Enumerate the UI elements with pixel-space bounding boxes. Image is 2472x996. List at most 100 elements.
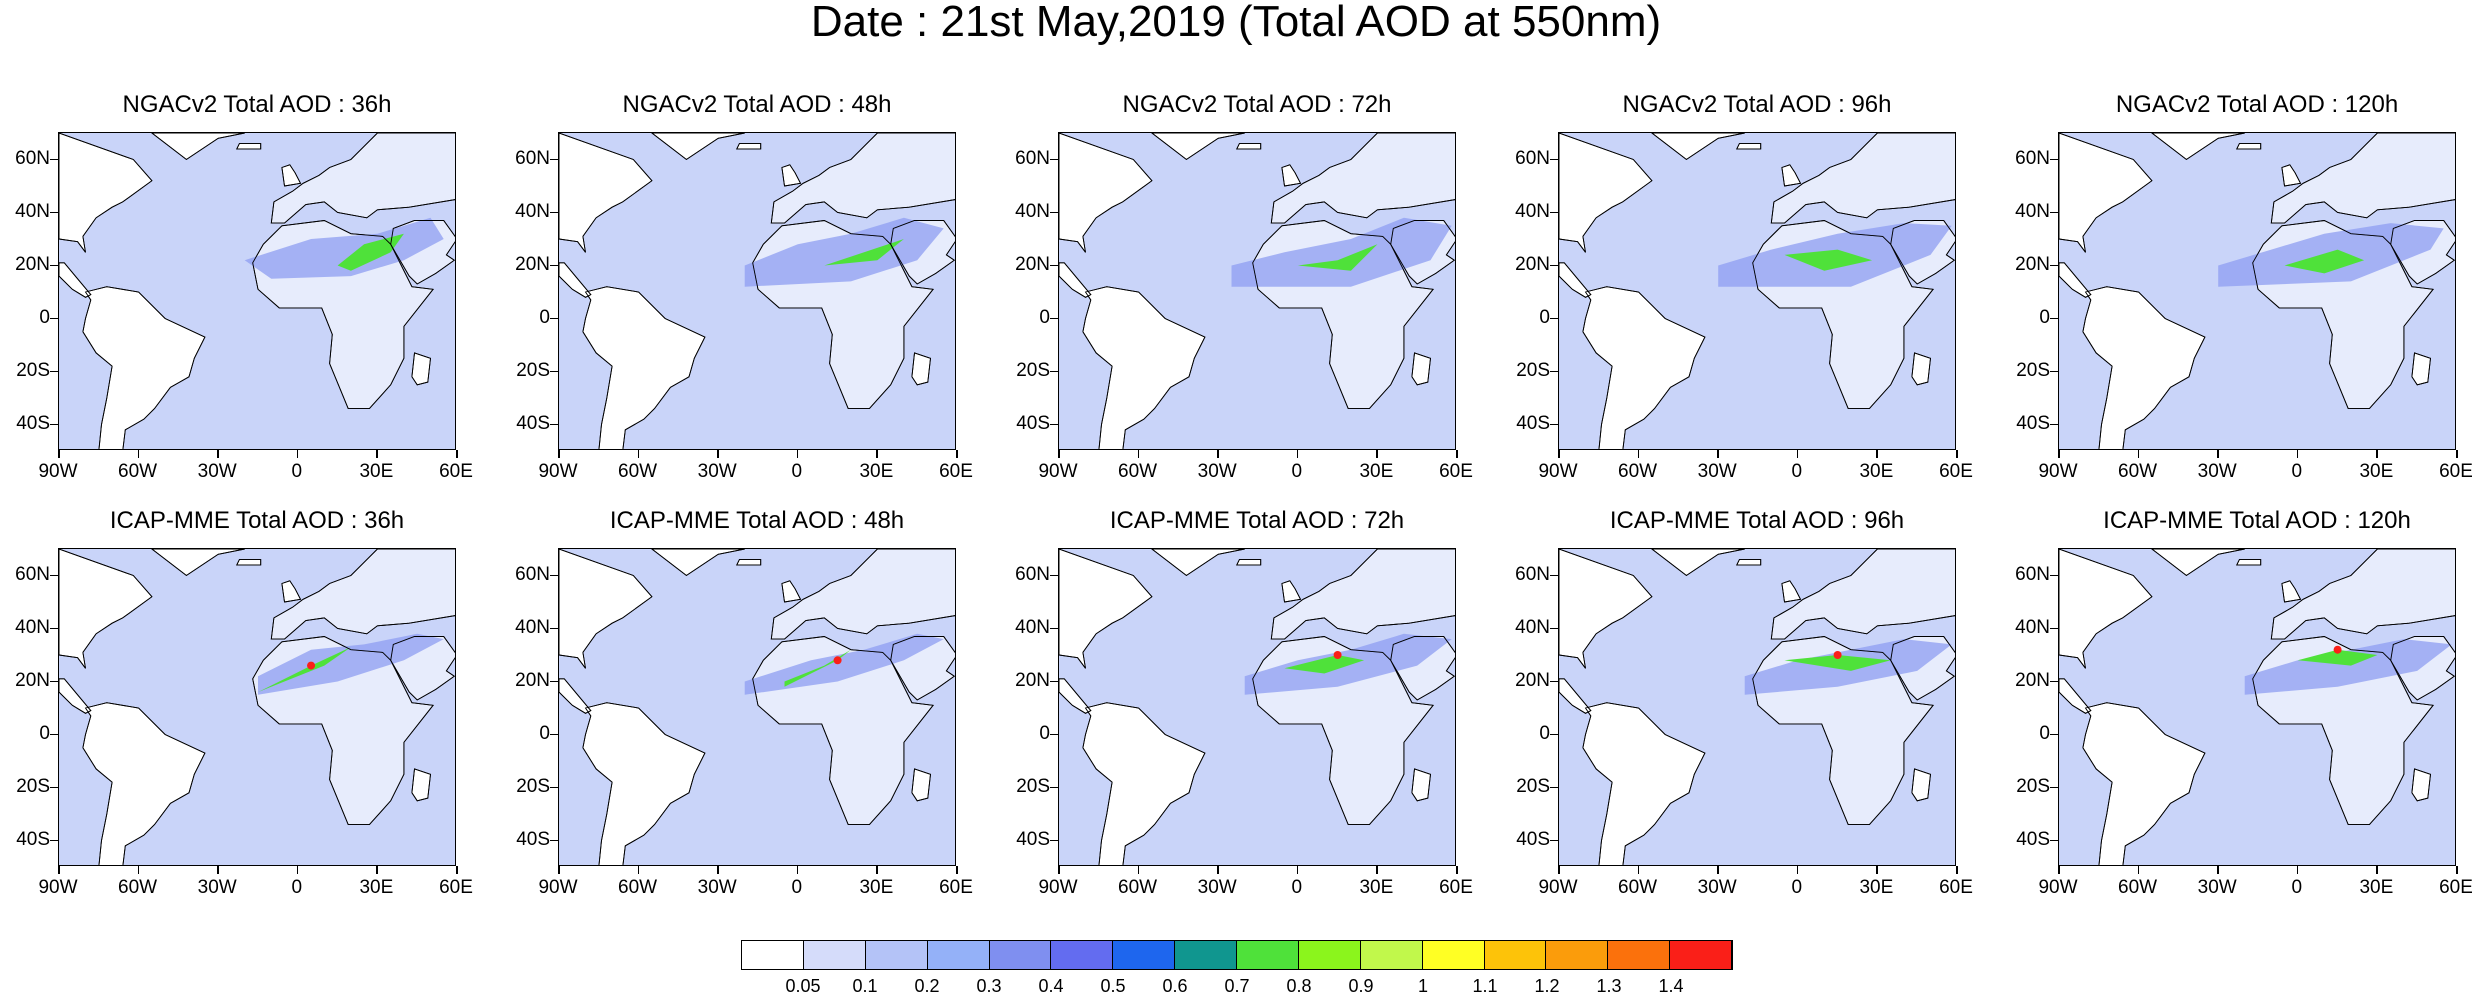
latitude-label: 40N	[1515, 200, 1550, 222]
longitude-tick	[2217, 450, 2219, 458]
latitude-tick	[1550, 158, 1558, 160]
dust-plume	[2244, 639, 2452, 695]
colorbar-box	[1422, 941, 1485, 969]
longitude-tick	[558, 866, 560, 874]
latitude-label: 60N	[2015, 563, 2050, 585]
longitude-tick	[1796, 450, 1799, 458]
aod-field	[1059, 133, 1455, 449]
latitude-label: 60N	[1515, 147, 1550, 169]
coastline	[1582, 702, 1706, 865]
coastline	[1736, 143, 1762, 150]
longitude-label: 30W	[697, 877, 737, 898]
colorbar-box	[803, 941, 866, 969]
coastline	[1770, 133, 1955, 224]
dust-core	[784, 649, 851, 687]
colorbar-label: 0.5	[1100, 976, 1126, 996]
latitude-tick	[550, 317, 558, 319]
aod-map-panel	[58, 548, 456, 866]
latitude-tick	[50, 370, 58, 372]
coastline	[1082, 702, 1206, 865]
coastline	[59, 549, 153, 669]
latitude-tick	[550, 839, 558, 841]
aod-map-panel	[1558, 132, 1956, 450]
latitude-tick	[1550, 317, 1558, 319]
aod-map-panel	[1058, 132, 1456, 450]
colorbar-box	[1051, 941, 1114, 969]
coastline	[1411, 352, 1431, 386]
coastline	[2236, 143, 2262, 150]
longitude-tick	[296, 866, 299, 874]
latitude-tick	[550, 264, 558, 266]
dust-plume	[258, 633, 444, 695]
coastline	[1390, 220, 1455, 285]
coastline	[1582, 286, 1706, 449]
longitude-tick	[1137, 866, 1140, 874]
continent-outline	[1736, 143, 1762, 150]
latitude-tick	[50, 786, 58, 788]
longitude-tick	[2376, 450, 2378, 458]
colorbar-box	[1113, 941, 1176, 969]
longitude-tick	[1717, 450, 1719, 458]
latitude-tick	[2050, 733, 2058, 735]
colorbar-box	[1237, 941, 1299, 969]
longitude-tick	[1637, 450, 1640, 458]
longitude-label: 30W	[197, 461, 237, 482]
latitude-tick	[1050, 627, 1058, 629]
longitude-tick	[2296, 866, 2299, 874]
coastline	[1281, 580, 1302, 603]
latitude-tick	[1550, 680, 1558, 682]
panel-title: NGACv2 Total AOD : 72h	[1122, 91, 1392, 118]
longitude-tick	[2137, 450, 2140, 458]
coastline	[59, 262, 92, 298]
latitude-label: 0	[2039, 306, 2050, 328]
longitude-tick	[1296, 450, 1299, 458]
latitude-label: 20N	[2015, 253, 2050, 275]
longitude-label: 90W	[538, 877, 578, 898]
latitude-label: 20S	[516, 775, 550, 797]
dust-core	[1297, 244, 1378, 271]
latitude-tick	[50, 264, 58, 266]
aod-map-panel	[1058, 548, 1456, 866]
longitude-label: 30E	[2359, 461, 2394, 482]
longitude-tick	[376, 866, 378, 874]
longitude-label: 30E	[1359, 461, 1394, 482]
latitude-label: 20N	[1015, 253, 1050, 275]
coastline	[1252, 636, 1434, 826]
coastline	[2411, 768, 2431, 802]
coastline	[2059, 262, 2092, 298]
coastline	[559, 133, 653, 253]
coastline	[270, 549, 455, 640]
longitude-tick	[717, 450, 719, 458]
longitude-label: 30E	[859, 461, 894, 482]
coastline	[390, 636, 455, 701]
longitude-tick	[1137, 450, 1140, 458]
latitude-label: 20S	[16, 359, 50, 381]
aod-field	[1059, 549, 1455, 865]
coastline	[1270, 549, 1455, 640]
latitude-label: 60N	[515, 147, 550, 169]
continent-outline	[236, 143, 262, 150]
coastline	[1752, 636, 1934, 826]
coastline	[1559, 133, 1653, 253]
latitude-label: 0	[1039, 722, 1050, 744]
colorbar-box	[1298, 941, 1361, 969]
coastline	[82, 702, 206, 865]
aod-map-panel	[2058, 132, 2456, 450]
continent-outline	[2236, 559, 2262, 566]
longitude-label: 0	[791, 877, 803, 898]
longitude-label: 0	[2291, 461, 2303, 482]
longitude-tick	[58, 866, 60, 874]
longitude-label: 0	[291, 877, 303, 898]
longitude-label: 30E	[2359, 877, 2394, 898]
panel-title: NGACv2 Total AOD : 36h	[122, 91, 392, 118]
latitude-label: 0	[539, 306, 550, 328]
coastline	[1752, 220, 1934, 410]
latitude-label: 40N	[515, 200, 550, 222]
longitude-tick	[717, 866, 719, 874]
aod-map-panel	[58, 132, 456, 450]
coastline	[1651, 549, 1745, 577]
longitude-tick	[1058, 450, 1060, 458]
panel-title: ICAP-MME Total AOD : 96h	[1609, 507, 1905, 534]
colorbar-label: 1.4	[1658, 976, 1684, 996]
latitude-label: 0	[539, 722, 550, 744]
